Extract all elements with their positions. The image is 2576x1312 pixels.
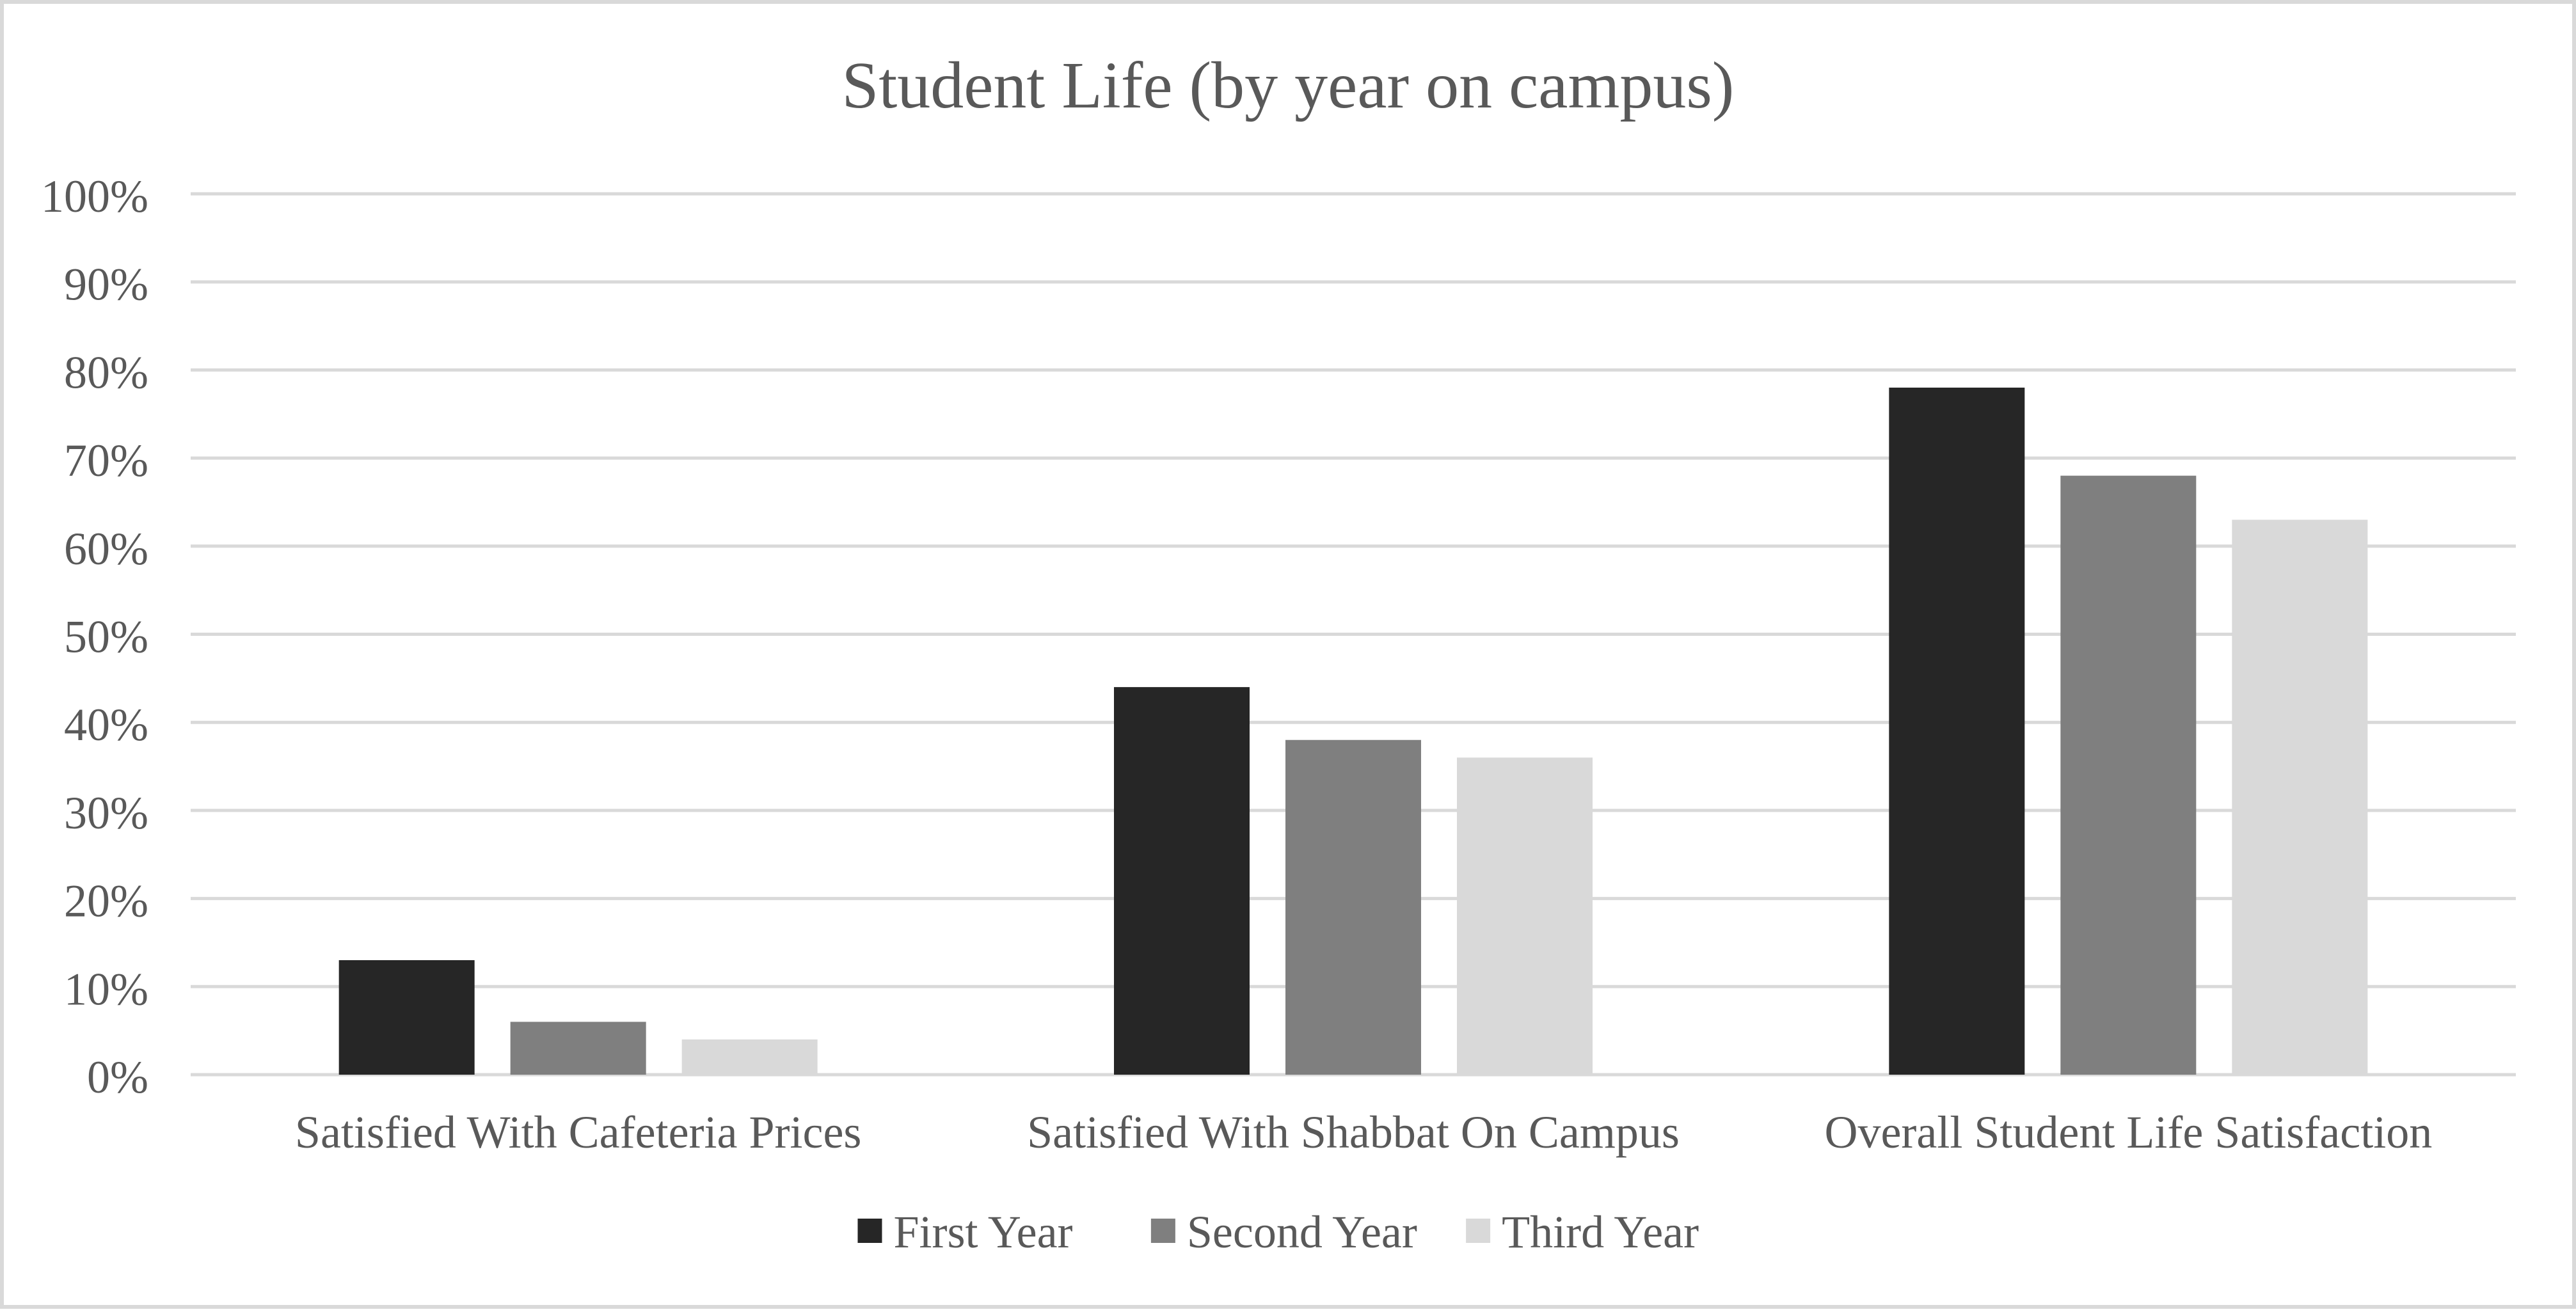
legend: First Year Second Year Third Year (857, 1206, 1699, 1258)
y-tick-label: 70% (64, 435, 148, 486)
bar-third-year-1 (681, 1039, 818, 1075)
bar-second-year-2 (1285, 739, 1421, 1075)
bar-first-year-1 (338, 960, 475, 1075)
y-tick-label: 100% (41, 171, 148, 222)
legend-label: First Year (893, 1206, 1072, 1258)
bar-second-year-1 (510, 1022, 646, 1075)
bar-second-year-3 (2060, 475, 2197, 1075)
y-tick-label: 20% (64, 876, 148, 927)
legend-swatch (1150, 1219, 1175, 1243)
legend-swatch (1466, 1219, 1491, 1243)
bar-third-year-3 (2232, 519, 2368, 1075)
legend-label: Second Year (1187, 1206, 1417, 1258)
bar-third-year-2 (1457, 757, 1593, 1075)
x-category-label: Satisfied With Cafeteria Prices (295, 1107, 862, 1158)
y-tick-label: 80% (64, 347, 148, 398)
legend-swatch (857, 1219, 882, 1243)
y-tick-label: 50% (64, 612, 148, 663)
legend-label: Third Year (1502, 1206, 1699, 1258)
y-axis-tick-labels: 0% 10% 20% 30% 40% 50% 60% 70% 80% 90% 100% (41, 171, 148, 1103)
y-tick-label: 10% (64, 963, 148, 1015)
y-tick-label: 40% (64, 699, 148, 750)
y-tick-label: 30% (64, 787, 148, 839)
bar-first-year-2 (1114, 687, 1250, 1075)
chart-title: Student Life (by year on campus) (842, 49, 1735, 122)
bar-first-year-3 (1889, 387, 2025, 1075)
y-tick-label: 90% (64, 259, 148, 310)
y-tick-label: 0% (87, 1052, 148, 1103)
bars (338, 387, 2368, 1075)
x-category-label: Overall Student Life Satisfaction (1824, 1107, 2432, 1158)
y-tick-label: 60% (64, 523, 148, 574)
x-category-label: Satisfied With Shabbat On Campus (1027, 1107, 1680, 1158)
x-axis-category-labels: Satisfied With Cafeteria Prices Satisfied… (295, 1107, 2432, 1158)
